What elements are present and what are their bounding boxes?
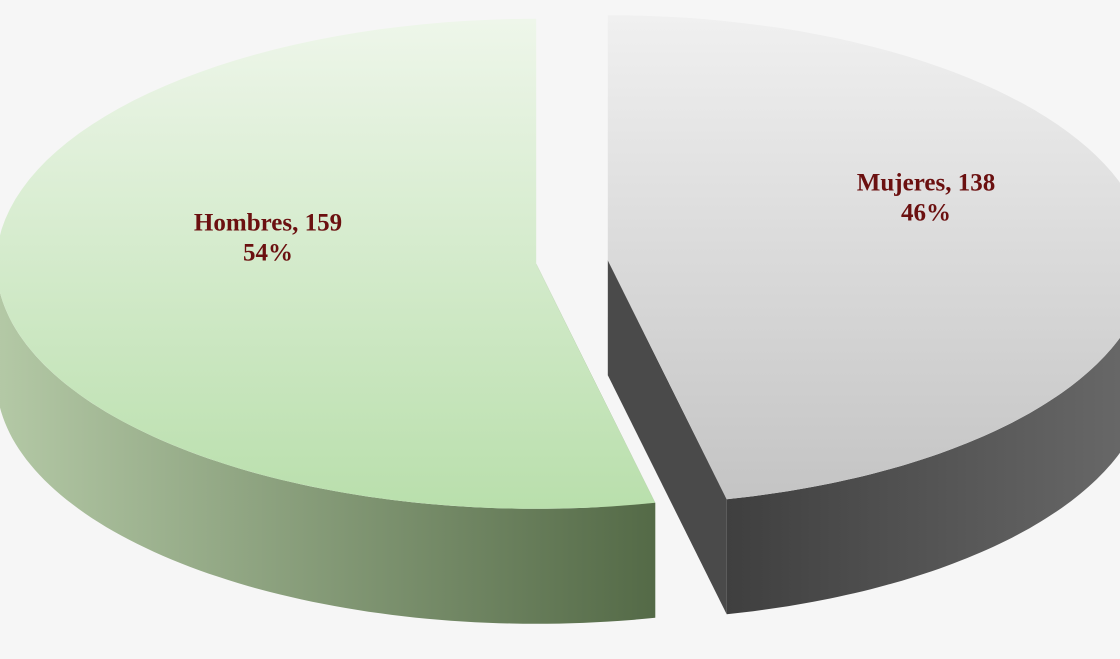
- slice-cut-face: [607, 260, 727, 615]
- data-label: Hombres, 159: [194, 210, 342, 237]
- slice-side: [726, 337, 1120, 615]
- slice: [607, 15, 1120, 500]
- percent-label: 46%: [901, 200, 951, 227]
- data-label: Mujeres, 138: [857, 170, 995, 197]
- percent-label: 54%: [243, 240, 293, 267]
- slice: [0, 18, 656, 509]
- slice-side: [0, 292, 656, 624]
